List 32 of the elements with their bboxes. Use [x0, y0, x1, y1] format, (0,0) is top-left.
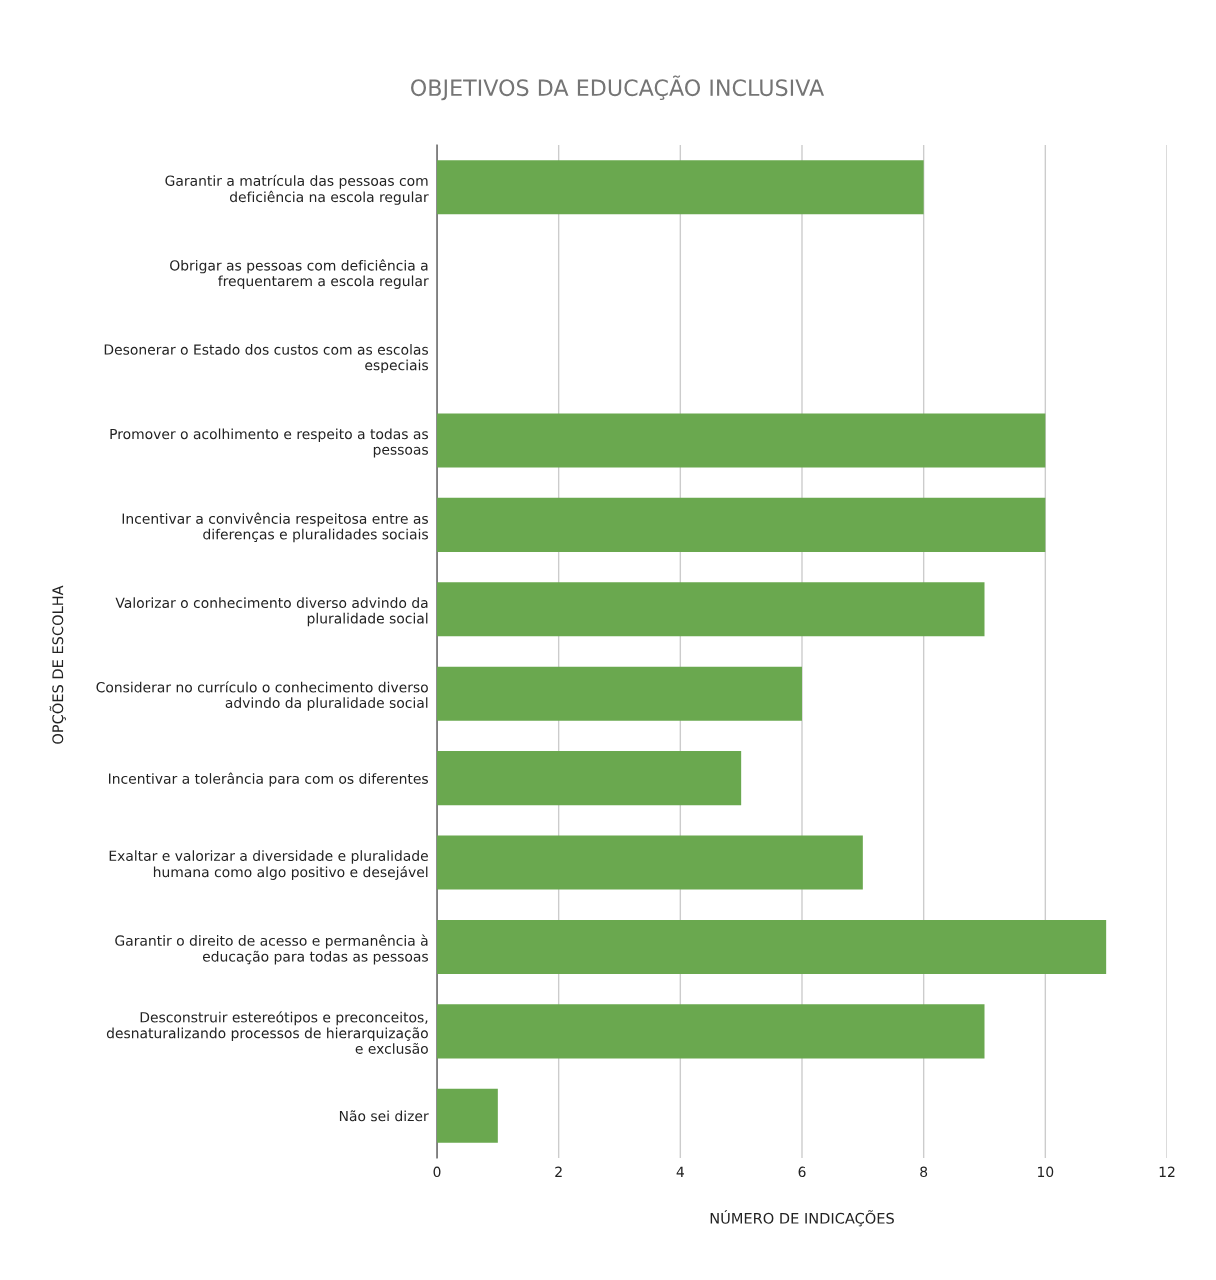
y-tick-label: Exaltar e valorizar a diversidade e pluralidade humana como algo positivo e desejável	[109, 850, 428, 880]
y-tick-label: Promover o acolhimento e respeito a todas as pessoas	[110, 428, 428, 458]
x-tick-label: 12	[1159, 1166, 1175, 1177]
bar	[437, 835, 863, 890]
bar	[437, 1004, 985, 1059]
x-tick-label: 0	[433, 1166, 441, 1178]
bar	[437, 751, 742, 806]
x-tick-label: 6	[798, 1166, 806, 1178]
bar	[437, 1088, 498, 1143]
bar	[437, 413, 1046, 468]
y-tick-label: Desonerar o Estado dos custos com as escolas especiais	[104, 344, 428, 374]
y-tick-label: Garantir a matrícula das pessoas com deficiência na escola regular	[165, 174, 429, 205]
bar	[437, 582, 985, 637]
y-tick-label: Obrigar as pessoas com deficiência a frequentarem a escola regular	[170, 259, 429, 289]
y-tick-label: Garantir o direito de acesso e permanência à educação para todas as pessoas	[115, 934, 428, 965]
y-tick-label: Não sei dizer	[339, 1110, 429, 1122]
x-tick-label: 10	[1038, 1166, 1054, 1178]
y-tick-label: Considerar no currículo o conhecimento diverso advindo da pluralidade social	[96, 681, 428, 711]
x-axis-title: NÚMERO DE INDICAÇÕES	[710, 1210, 894, 1227]
bar	[437, 919, 1107, 974]
y-tick-label: Desconstruir estereótipos e preconceitos, desnaturalizando processos de hierarquização e exclusão	[106, 1011, 428, 1054]
x-tick-label: 2	[555, 1166, 562, 1177]
bar	[437, 497, 1046, 552]
y-tick-label: Incentivar a convivência respeitosa entre as diferenças e pluralidades sociais	[122, 512, 428, 543]
y-axis-title: OPÇÕES DE ESCOLHA	[49, 585, 66, 744]
y-tick-label: Incentivar a tolerância para com os diferentes	[109, 772, 428, 787]
chart-title: OBJETIVOS DA EDUCAÇÃO INCLUSIVA	[411, 75, 825, 101]
x-tick-label: 4	[676, 1166, 684, 1177]
x-tick-label: 8	[920, 1166, 928, 1178]
bar	[437, 666, 802, 721]
bar	[437, 160, 924, 215]
y-tick-label: Valorizar o conhecimento diverso advindo da pluralidade social	[115, 597, 428, 627]
